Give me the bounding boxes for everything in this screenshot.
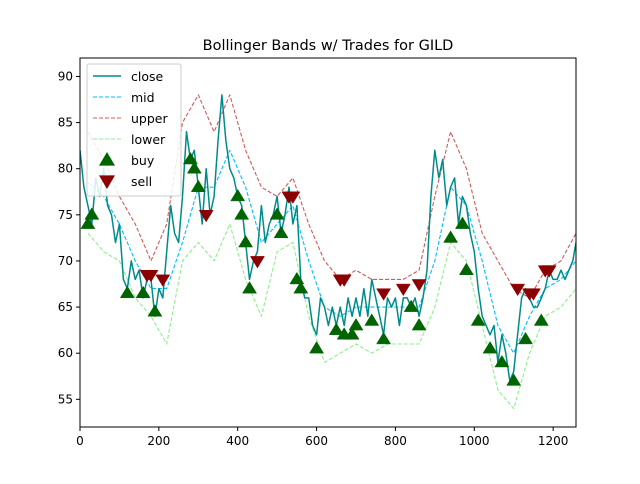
legend: close mid upper lower buy sell [86,63,182,197]
x-tick-label: 800 [384,434,407,448]
buy-marker [242,281,257,294]
buy-marker [147,304,163,317]
buy-marker [309,341,325,354]
buy-marker [411,318,427,331]
buy-marker [328,322,344,335]
y-tick-label: 75 [58,208,73,222]
legend-swatch-sell [99,175,115,189]
legend-label-sell: sell [131,174,152,189]
sell-marker [376,288,392,301]
buy-marker [494,354,510,368]
buy-marker [518,331,533,345]
buy-marker [119,285,135,299]
y-axis: 55 60 65 70 75 80 85 90 [58,69,80,406]
x-tick-label: 0 [76,434,84,448]
legend-label-upper: upper [131,111,168,126]
y-tick-label: 60 [58,346,73,360]
x-tick-label: 600 [305,434,328,448]
buy-marker [443,230,459,243]
buy-marker [455,216,470,229]
sell-marker [285,191,301,204]
sell-marker [541,265,557,278]
sell-marker [143,269,159,283]
series-close-line [80,94,576,382]
buy-marker [533,313,549,326]
buy-marker [80,216,96,229]
y-tick-label: 55 [58,392,73,406]
buy-marker [135,285,151,299]
y-tick-label: 90 [58,69,73,83]
legend-label-lower: lower [131,132,166,147]
buy-marker [190,179,206,192]
x-tick-label: 200 [147,434,170,448]
series-mid-line [87,149,576,354]
sell-marker [336,274,352,287]
buy-marker [364,313,380,326]
series-lower-line [87,223,576,410]
sell-marker [198,210,214,223]
legend-swatch-buy [99,152,115,166]
y-tick-label: 70 [58,254,73,268]
buy-marker [348,318,364,331]
buy-marker [273,225,289,239]
sell-marker [411,279,427,292]
buy-marker [238,235,254,248]
sell-marker [510,283,526,297]
sell-marker [249,256,265,269]
buy-marker [470,313,486,326]
series-upper-line [87,94,576,299]
buy-marker [289,271,305,285]
legend-label-mid: mid [131,90,155,105]
y-tick-label: 80 [58,162,73,176]
buy-marker [269,207,285,220]
y-tick-label: 85 [58,116,73,130]
x-tick-label: 1000 [459,434,490,448]
x-tick-label: 1200 [538,434,569,448]
x-tick-label: 400 [226,434,249,448]
legend-label-buy: buy [131,153,155,168]
sell-marker [525,288,541,301]
sell-marker [395,283,411,297]
chart-title: Bollinger Bands w/ Trades for GILD [203,38,454,54]
buy-marker [458,262,474,275]
buy-marker [293,281,309,294]
buy-marker [403,299,419,312]
buy-marker [506,373,522,386]
sell-marker [155,274,171,287]
y-tick-label: 65 [58,300,73,314]
plot-frame [79,57,577,428]
buy-marker [234,207,250,220]
buy-marker [84,207,100,220]
buy-marker [186,161,202,174]
x-axis: 0 200 400 600 800 1000 1200 [76,427,568,448]
buy-marker [344,327,360,340]
buy-marker [182,151,198,165]
buy-marker [482,341,498,354]
legend-label-close: close [131,69,164,84]
buy-marker [376,331,392,345]
buy-marker [230,188,246,202]
